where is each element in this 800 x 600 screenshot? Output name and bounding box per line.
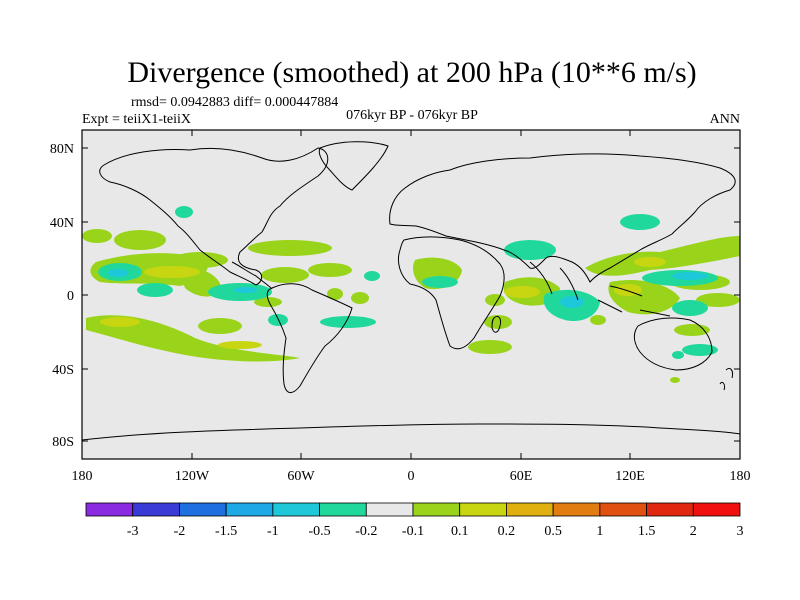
stats-label: rmsd= 0.0942883 diff= 0.000447884 [131,95,338,110]
colorbar-swatch [365,502,414,517]
lat-label: 80S [52,435,74,450]
season-label: ANN [710,112,740,127]
lat-label: 0 [67,289,74,304]
colorbar-swatch [459,502,507,517]
lat-label: 80N [50,142,74,157]
colorbar-label: 1 [596,524,603,539]
colorbar-swatch [599,502,647,517]
colorbar-label: -0.2 [355,524,377,539]
map-ticks [81,130,741,459]
colorbar-label: 0.2 [498,524,516,539]
colorbar-swatch [85,502,134,517]
colorbar-swatch [319,502,367,517]
lat-label: 40N [50,216,74,231]
colorbar-label: 3 [737,524,744,539]
colorbar-label: -1 [267,524,279,539]
colorbar-swatch [179,502,227,517]
lon-label: 60W [287,469,315,484]
colorbar-swatch [646,502,694,517]
colorbar-swatch [692,502,741,517]
colorbar: -3 -2 -1.5 -1 -0.5 -0.2 -0.1 0.1 0.2 0.5 1 1.5 2 3 [85,502,744,539]
colorbar-swatch [552,502,601,517]
lon-label: 180 [730,469,751,484]
coastlines [81,141,741,441]
figure-title: Divergence (smoothed) at 200 hPa (10**6 … [127,56,696,89]
lon-label: 120W [175,469,210,484]
lon-label: 120E [615,469,645,484]
latitude-labels: 80N 40N 0 40S 80S [50,142,74,450]
colorbar-swatch [506,502,554,517]
colorbar-label: 0.1 [451,524,469,539]
colorbar-label: -0.1 [402,524,424,539]
map-panel [81,129,741,460]
colorbar-label: 1.5 [638,524,656,539]
lon-label: 60E [510,469,533,484]
colorbar-label: -2 [174,524,186,539]
lon-label: 0 [408,469,415,484]
lon-label: 180 [72,469,93,484]
colorbar-swatch [132,502,180,517]
colorbar-label: -3 [127,524,139,539]
lat-label: 40S [52,363,74,378]
colorbar-swatch [272,502,320,517]
period-label: 076kyr BP - 076kyr BP [346,108,478,123]
colorbar-label: -1.5 [215,524,237,539]
colorbar-swatch [225,502,274,517]
colorbar-label: -0.5 [308,524,330,539]
colorbar-label: 0.5 [544,524,562,539]
negative-core-patches [108,269,708,308]
colorbar-label: 2 [690,524,697,539]
longitude-labels: 180 120W 60W 0 60E 120E 180 [72,469,751,484]
colorbar-swatch [412,502,461,517]
experiment-label: Expt = teiiX1-teiiX [82,112,191,127]
